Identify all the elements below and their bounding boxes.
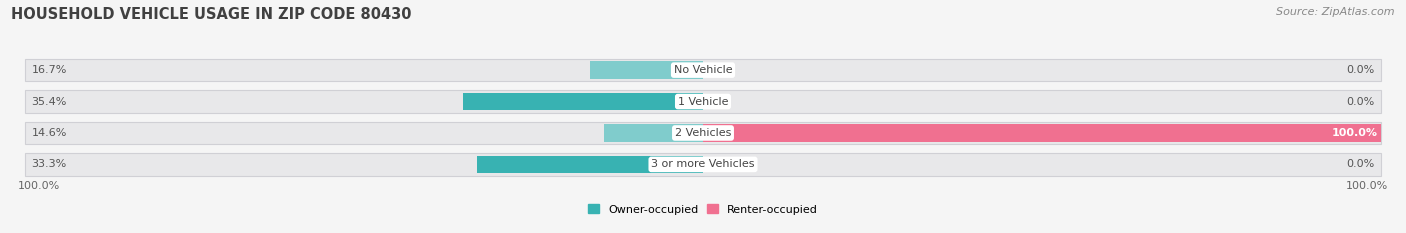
Text: 0.0%: 0.0% [1346,96,1375,106]
Bar [703,124,1381,142]
Text: No Vehicle: No Vehicle [673,65,733,75]
Text: Source: ZipAtlas.com: Source: ZipAtlas.com [1277,7,1395,17]
Bar [25,90,1381,113]
Text: 3 or more Vehicles: 3 or more Vehicles [651,159,755,169]
Bar [589,61,703,79]
Text: 14.6%: 14.6% [31,128,67,138]
Text: 2 Vehicles: 2 Vehicles [675,128,731,138]
Bar [25,153,1381,176]
Text: 100.0%: 100.0% [18,181,60,191]
Text: 35.4%: 35.4% [31,96,67,106]
Text: 16.7%: 16.7% [31,65,67,75]
Text: 1 Vehicle: 1 Vehicle [678,96,728,106]
Text: HOUSEHOLD VEHICLE USAGE IN ZIP CODE 80430: HOUSEHOLD VEHICLE USAGE IN ZIP CODE 8043… [11,7,412,22]
Bar [463,93,703,110]
Text: 100.0%: 100.0% [1346,181,1388,191]
Text: 100.0%: 100.0% [1331,128,1378,138]
Bar [605,124,703,142]
Legend: Owner-occupied, Renter-occupied: Owner-occupied, Renter-occupied [588,204,818,215]
Text: 0.0%: 0.0% [1346,159,1375,169]
Bar [477,156,703,173]
Text: 33.3%: 33.3% [31,159,67,169]
Text: 0.0%: 0.0% [1346,65,1375,75]
Bar [25,59,1381,81]
Bar [25,122,1381,144]
